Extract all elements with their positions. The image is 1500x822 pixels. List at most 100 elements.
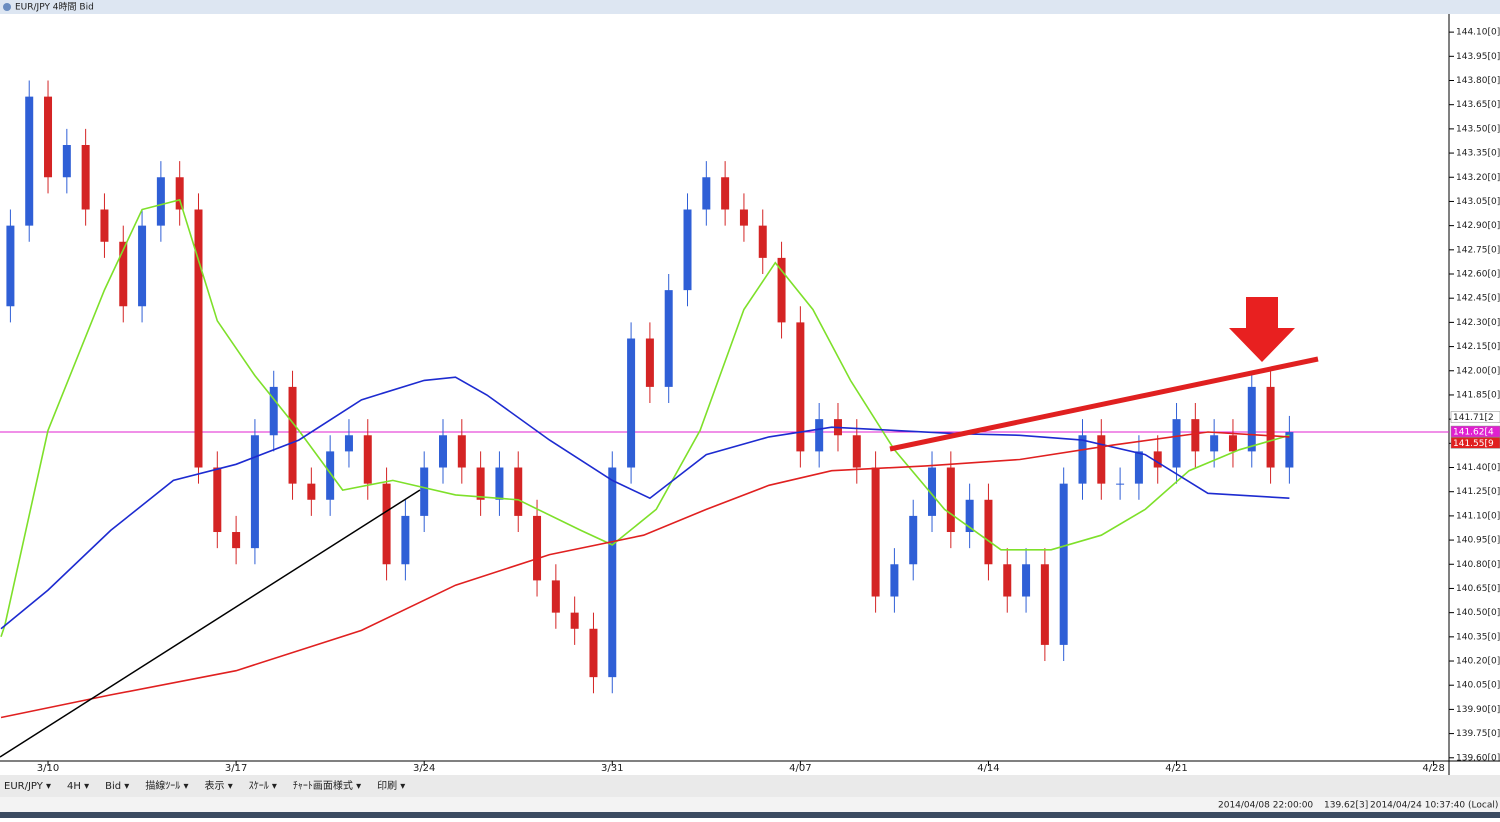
y-tick-label: 142.00[0]	[1456, 366, 1500, 376]
candle-body	[288, 386, 297, 484]
candle-body	[344, 435, 353, 452]
candle-body	[495, 467, 504, 500]
status-field: 139.62[3]	[1324, 801, 1368, 811]
candle-body	[1078, 435, 1087, 484]
candle-body	[194, 209, 203, 468]
moving-average	[0, 431, 1290, 719]
candle-body	[1097, 435, 1106, 484]
candle-body	[965, 499, 974, 533]
y-tick-label: 140.95[0]	[1456, 536, 1500, 546]
toolbar-button[interactable]: 表示 ▾	[205, 779, 233, 792]
candle-body	[1210, 435, 1219, 452]
y-tick-label: 143.05[0]	[1456, 197, 1500, 207]
price-tag	[1450, 437, 1500, 449]
title-bar	[0, 0, 1500, 14]
app-icon	[3, 3, 11, 11]
y-tick-label: 140.20[0]	[1456, 657, 1500, 667]
candle-body	[608, 467, 617, 678]
candle-body	[796, 322, 805, 452]
candle-body	[138, 225, 147, 307]
toolbar-button[interactable]: 4H ▾	[67, 781, 89, 792]
candle-body	[758, 225, 767, 258]
y-tick-label: 140.35[0]	[1456, 632, 1500, 642]
y-tick-label: 142.75[0]	[1456, 245, 1500, 255]
candle-body	[100, 209, 109, 242]
toolbar-button[interactable]: 印刷 ▾	[377, 780, 405, 792]
candle-body	[664, 290, 673, 387]
toolbar-button[interactable]: EUR/JPY ▾	[4, 781, 51, 792]
candle-body	[62, 145, 71, 178]
toolbar-button[interactable]: 描線ﾂｰﾙ ▾	[145, 779, 188, 792]
candle-body	[514, 467, 523, 516]
moving-average	[0, 198, 1290, 638]
y-tick-label: 143.65[0]	[1456, 100, 1500, 110]
plot-area	[0, 14, 1449, 761]
candle-body	[890, 564, 899, 597]
candle-body	[1022, 564, 1031, 597]
moving-average	[0, 376, 1290, 630]
resistance-line	[889, 356, 1319, 452]
toolbar-button[interactable]: ﾁｬｰﾄ画面様式 ▾	[293, 779, 361, 792]
toolbar-button[interactable]: Bid ▾	[105, 781, 129, 792]
y-tick-label: 140.05[0]	[1456, 681, 1500, 691]
x-tick-label: 4/28	[1422, 763, 1444, 774]
candle-body	[213, 467, 222, 533]
candle-body	[739, 209, 748, 226]
candle-body	[777, 257, 786, 323]
toolbar-button[interactable]: ｽｹｰﾙ ▾	[249, 780, 277, 792]
candle-body	[382, 483, 391, 565]
candle-body	[420, 467, 429, 516]
arrow	[1229, 297, 1295, 362]
candle-body	[6, 225, 15, 307]
toolbar	[0, 775, 1500, 797]
window-title: EUR/JPY 4時間 Bid	[15, 2, 94, 13]
candle-body	[363, 435, 372, 484]
candle-body	[928, 467, 937, 516]
candle-body	[156, 177, 165, 226]
candle-body	[589, 628, 598, 678]
y-tick-label: 139.90[0]	[1456, 705, 1500, 715]
trendline	[0, 489, 421, 758]
x-tick-label: 4/07	[789, 763, 811, 774]
y-tick-label: 140.50[0]	[1456, 608, 1500, 618]
price-tag	[1450, 425, 1500, 438]
candle-body	[1134, 451, 1143, 484]
y-tick-label: 144.10[0]	[1456, 28, 1500, 38]
candle-body	[1003, 564, 1012, 597]
y-tick-label: 142.45[0]	[1456, 294, 1500, 304]
status-field: 2014/04/24 10:37:40 (Local)	[1370, 801, 1498, 811]
candle-body	[250, 435, 259, 549]
candle-body	[627, 338, 636, 468]
candle-body	[533, 515, 542, 581]
y-tick-label: 141.85[0]	[1456, 390, 1500, 400]
candle-body	[721, 177, 730, 210]
candle-body	[1172, 419, 1181, 468]
y-tick-label: 143.80[0]	[1456, 76, 1500, 86]
candle-body	[551, 580, 560, 613]
candle-body	[570, 612, 579, 629]
y-tick-label: 143.50[0]	[1456, 124, 1500, 134]
candle-body	[909, 515, 918, 565]
price-tag-label: 141.62[4	[1453, 428, 1494, 438]
candle-body	[81, 145, 90, 210]
x-tick-label: 3/31	[601, 763, 623, 774]
y-tick-label: 139.75[0]	[1456, 729, 1500, 739]
candle-body	[1116, 483, 1125, 485]
taskbar	[0, 812, 1500, 818]
y-tick-label: 142.90[0]	[1456, 221, 1500, 231]
candle-body	[401, 515, 410, 565]
x-tick-label: 4/14	[977, 763, 999, 774]
candle-body	[44, 96, 53, 178]
candle-body	[946, 467, 955, 533]
x-tick-label: 3/24	[413, 763, 435, 774]
status-bar	[0, 797, 1500, 812]
y-tick-label: 139.60[0]	[1456, 753, 1500, 763]
y-tick-label: 142.30[0]	[1456, 318, 1500, 328]
y-tick-label: 140.65[0]	[1456, 584, 1500, 594]
candle-body	[1153, 451, 1162, 468]
candle-body	[175, 177, 184, 210]
candle-body	[815, 419, 824, 452]
candle-body	[645, 338, 654, 387]
